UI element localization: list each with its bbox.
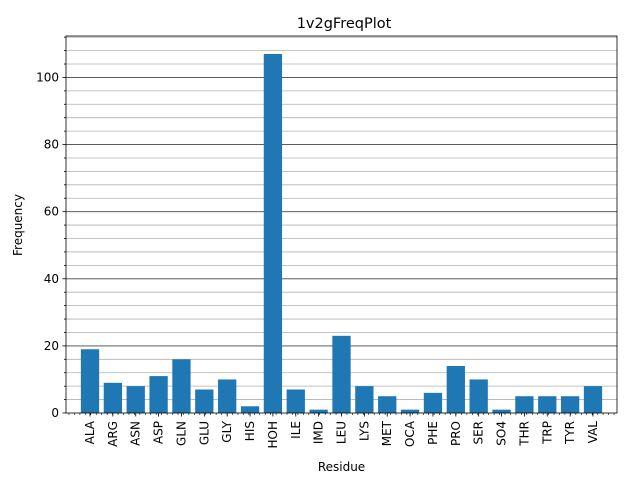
grid-lines <box>66 36 617 400</box>
bar-so4 <box>492 409 511 413</box>
bar-hoh <box>263 53 283 413</box>
bar-tyr <box>560 396 580 413</box>
x-axis-title: Residue <box>318 460 365 474</box>
bar-phe <box>423 392 443 413</box>
x-tick-label-oca: OCA <box>403 420 417 447</box>
x-tick-label-asp: ASP <box>152 421 166 444</box>
bar-thr <box>515 396 534 413</box>
bar-met <box>378 396 397 413</box>
ticks: ALA ARG ASN ASP GLN GLU GLY HIS HOH ILE IMD LEU LYS M… <box>36 36 615 449</box>
x-tick-label-ser: SER <box>472 421 486 445</box>
bar-oca <box>400 409 420 413</box>
bar-arg <box>103 382 123 413</box>
x-tick-label-thr: THR <box>517 421 531 447</box>
x-tick-label-pro: PRO <box>449 421 463 446</box>
x-tick-label-trp: TRP <box>540 421 554 445</box>
bar-pro <box>446 366 465 413</box>
x-tick-label-imd: IMD <box>312 421 326 444</box>
bar-glu <box>195 389 214 413</box>
x-tick-label-ile: ILE <box>289 421 303 439</box>
x-tick-label-met: MET <box>380 420 394 446</box>
y-tick-label: 60 <box>44 205 59 219</box>
bar-ser <box>469 379 488 413</box>
y-tick-label: 100 <box>36 70 59 84</box>
x-tick-label-tyr: TYR <box>563 421 577 445</box>
x-tick-label-arg: ARG <box>106 421 120 447</box>
bar-asp <box>149 376 168 413</box>
y-axis-title: Frequency <box>11 194 25 256</box>
bar-imd <box>309 409 328 413</box>
x-tick-label-his: HIS <box>243 421 257 441</box>
x-tick-label-hoh: HOH <box>266 421 280 449</box>
bar-lys <box>355 386 374 413</box>
y-tick-label: 20 <box>44 339 59 353</box>
x-tick-label-ala: ALA <box>83 420 97 444</box>
bar-ile <box>286 389 305 413</box>
bar-val <box>583 386 603 413</box>
chart-title: 1v2gFreqPlot <box>297 16 392 32</box>
bar-his <box>240 406 260 413</box>
x-tick-label-gln: GLN <box>174 421 188 446</box>
x-tick-label-leu: LEU <box>335 421 349 444</box>
bar-gly <box>218 379 237 413</box>
x-tick-label-gly: GLY <box>220 420 234 442</box>
bar-ala <box>80 349 100 413</box>
y-tick-label: 80 <box>44 138 59 152</box>
bar-trp <box>538 396 557 413</box>
x-tick-label-so4: SO4 <box>495 421 509 446</box>
bar-leu <box>332 335 351 413</box>
y-tick-label: 40 <box>44 272 59 286</box>
y-tick-label: 0 <box>51 406 59 420</box>
bars <box>80 53 603 413</box>
bar-asn <box>126 386 145 413</box>
x-tick-label-val: VAL <box>586 421 600 444</box>
x-tick-label-lys: LYS <box>357 421 371 441</box>
bar-gln <box>172 359 191 413</box>
x-tick-label-phe: PHE <box>426 421 440 445</box>
x-tick-label-asn: ASN <box>129 421 143 446</box>
x-tick-label-glu: GLU <box>197 421 211 445</box>
